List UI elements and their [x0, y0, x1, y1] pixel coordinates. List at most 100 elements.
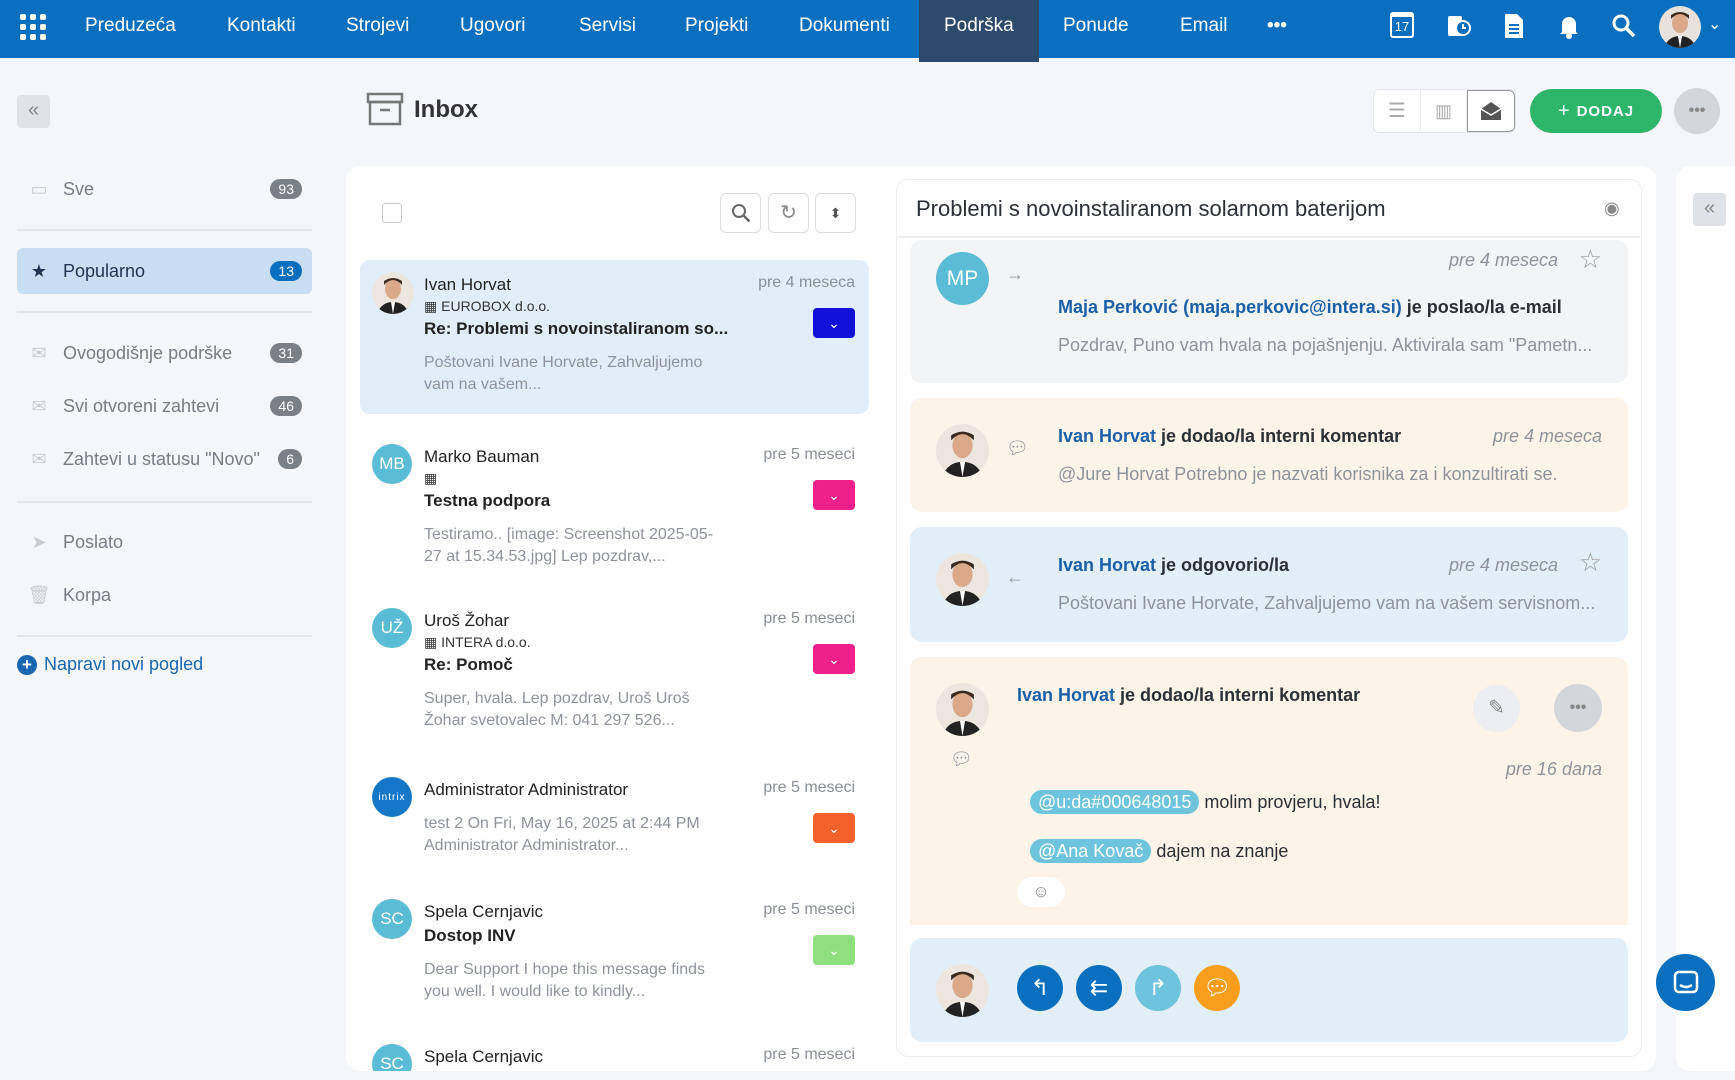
search-button[interactable] — [720, 193, 761, 233]
refresh-button[interactable]: ↻ — [768, 193, 809, 233]
nav-projekti[interactable]: Projekti — [685, 15, 749, 36]
reply-icon: ↰ — [1030, 975, 1050, 1000]
actor-link[interactable]: Ivan Horvat — [1058, 555, 1157, 575]
avatar: UŽ — [372, 608, 412, 648]
apps-grid-icon[interactable] — [20, 14, 46, 40]
sort-button[interactable]: ⬍ — [815, 193, 856, 233]
sidebar-item-popularno[interactable]: ★ Popularno 13 — [17, 248, 312, 294]
expand-right-panel-button[interactable]: « — [1693, 193, 1726, 226]
search-icon[interactable] — [1610, 12, 1640, 42]
more-options-button[interactable]: ••• — [1674, 88, 1720, 134]
watch-eye-icon[interactable]: ◉ — [1604, 198, 1620, 218]
tag-dropdown-button[interactable]: ⌄ — [813, 480, 855, 510]
actor-link[interactable]: Ivan Horvat — [1058, 426, 1157, 446]
nav-ponude[interactable]: Ponude — [1063, 15, 1129, 36]
comment-bubbles-icon: 💬︎ — [1006, 438, 1029, 458]
nav-dokumenti[interactable]: Dokumenti — [799, 15, 890, 36]
nav-ugovori[interactable]: Ugovori — [460, 15, 526, 36]
sidebar-item-zahtevi-novo[interactable]: ✉ Zahtevi u statusu "Novo" 6 — [17, 436, 312, 482]
list-item[interactable]: Ivan Horvat pre 4 meseca ▦ EUROBOX d.o.o… — [360, 260, 869, 414]
columns-view-icon[interactable]: ▥ — [1421, 90, 1468, 132]
sidebar-item-svi-otvoreni-zahtevi[interactable]: ✉ Svi otvoreni zahtevi 46 — [17, 383, 312, 429]
chevron-down-icon: ⌄ — [828, 486, 840, 503]
nav-podrska[interactable]: Podrška — [919, 0, 1039, 62]
timestamp: pre 16 dana — [1505, 759, 1602, 779]
comment-more-button[interactable]: ••• — [1554, 684, 1602, 732]
right-side-panel — [1676, 166, 1735, 1071]
list-item[interactable]: intrix Administrator Administrator pre 5… — [360, 765, 869, 871]
select-all-checkbox[interactable] — [382, 203, 402, 223]
list-item[interactable]: UŽ Uroš Žohar pre 5 meseci ▦ INTERA d.o.… — [360, 596, 869, 746]
sidebar-item-label: Korpa — [63, 584, 112, 605]
reply-entry[interactable]: ← Ivan Horvat je odgovorio/la pre 4 mese… — [910, 527, 1628, 642]
nav-more-button[interactable]: ••• — [1267, 15, 1287, 36]
count-badge: 6 — [278, 449, 302, 469]
internal-comment-button[interactable]: 💬︎ — [1194, 965, 1240, 1011]
user-menu-chevron-icon[interactable]: ⌄ — [1708, 16, 1722, 33]
email-entry[interactable]: MP → pre 4 meseca ☆ Maja Perković (maja.… — [910, 240, 1628, 383]
internal-comment-entry[interactable]: 💬︎ Ivan Horvat je dodao/la interni komen… — [910, 657, 1628, 925]
collapse-sidebar-button[interactable]: « — [17, 95, 50, 128]
timestamp: pre 4 meseca — [1448, 555, 1558, 575]
send-icon: ➤ — [31, 531, 47, 552]
chat-widget-button[interactable] — [1656, 954, 1715, 1011]
add-button[interactable]: + DODAJ — [1530, 89, 1662, 133]
sidebar-item-korpa[interactable]: 🗑 Korpa — [17, 572, 312, 618]
document-icon[interactable] — [1500, 12, 1530, 42]
entry-preview: Poštovani Ivane Horvate, Zahvaljujemo va… — [1058, 593, 1596, 613]
reply-all-button[interactable]: ⇇ — [1076, 965, 1122, 1011]
tag-dropdown-button[interactable]: ⌄ — [813, 644, 855, 674]
list-item[interactable]: MB Marko Bauman pre 5 meseci ▦ Testna po… — [360, 432, 869, 582]
reply-all-icon: ⇇ — [1089, 975, 1109, 1000]
tag-dropdown-button[interactable]: ⌄ — [813, 308, 855, 338]
tag-dropdown-button[interactable]: ⌄ — [813, 935, 855, 965]
action-text: je dodao/la interni komentar — [1115, 685, 1361, 705]
user-avatar[interactable] — [1659, 6, 1701, 48]
create-view-label: Napravi novi pogled — [44, 654, 204, 674]
timestamp: pre 5 meseci — [763, 779, 855, 796]
forward-button[interactable]: ↱ — [1135, 965, 1181, 1011]
building-icon: ▦ — [424, 634, 442, 650]
divider — [17, 501, 312, 503]
list-item[interactable]: SC Spela Cernjavic pre 5 meseci — [360, 1032, 869, 1071]
list-item[interactable]: SC Spela Cernjavic pre 5 meseci Dostop I… — [360, 887, 869, 1017]
nav-servisi[interactable]: Servisi — [579, 15, 637, 36]
chevron-down-icon: ⌄ — [828, 314, 840, 331]
list-view-icon[interactable]: ☰ — [1374, 90, 1421, 132]
sender-name: Administrator Administrator — [424, 780, 629, 799]
calendar-icon[interactable]: 17 — [1390, 12, 1420, 42]
intrix-logo-avatar: intrix — [372, 777, 412, 817]
sidebar-item-sve[interactable]: ▭ Sve 93 — [17, 166, 312, 212]
count-badge: 31 — [270, 343, 302, 363]
internal-comment-entry[interactable]: 💬︎ Ivan Horvat je dodao/la interni komen… — [910, 398, 1628, 512]
nav-kontakti[interactable]: Kontakti — [227, 15, 296, 36]
add-reaction-button[interactable]: ☺ — [1017, 877, 1065, 907]
mention-chip[interactable]: @Ana Kovač — [1030, 839, 1152, 863]
actor-link[interactable]: Maja Perković (maja.perkovic@intera.si) — [1058, 297, 1402, 317]
sender-name: Uroš Žohar — [424, 611, 510, 630]
nav-email[interactable]: Email — [1180, 15, 1228, 36]
nav-preduzeca[interactable]: Preduzeća — [85, 15, 176, 36]
time-tracking-icon[interactable] — [1445, 12, 1475, 42]
tag-dropdown-button[interactable]: ⌄ — [813, 813, 855, 843]
timestamp: pre 4 meseca — [1492, 426, 1602, 446]
sidebar-item-label: Sve — [63, 178, 95, 199]
company-name: EUROBOX d.o.o. — [441, 298, 551, 314]
sidebar-item-label: Poslato — [63, 531, 124, 552]
star-outline-icon[interactable]: ☆ — [1578, 547, 1602, 577]
edit-pencil-button[interactable]: ✎ — [1473, 685, 1520, 732]
add-button-label: DODAJ — [1576, 102, 1635, 120]
sidebar-item-ovogodisnje-podrske[interactable]: ✉ Ovogodišnje podrške 31 — [17, 330, 312, 376]
avatar — [372, 272, 414, 314]
inbox-view-icon[interactable] — [1467, 90, 1515, 132]
nav-strojevi[interactable]: Strojevi — [346, 15, 410, 36]
actor-link[interactable]: Ivan Horvat — [1017, 685, 1116, 705]
preview: Dear Support I hope this message finds y… — [424, 961, 706, 1000]
create-view-link[interactable]: + Napravi novi pogled — [17, 654, 203, 675]
star-outline-icon[interactable]: ☆ — [1578, 244, 1602, 274]
sidebar-item-poslato[interactable]: ➤ Poslato — [17, 519, 312, 565]
reply-button[interactable]: ↰ — [1017, 965, 1063, 1011]
bell-icon[interactable] — [1555, 12, 1585, 42]
mention-chip[interactable]: @u:da#000648015 — [1030, 790, 1200, 814]
subject: Dostop INV — [424, 926, 516, 945]
